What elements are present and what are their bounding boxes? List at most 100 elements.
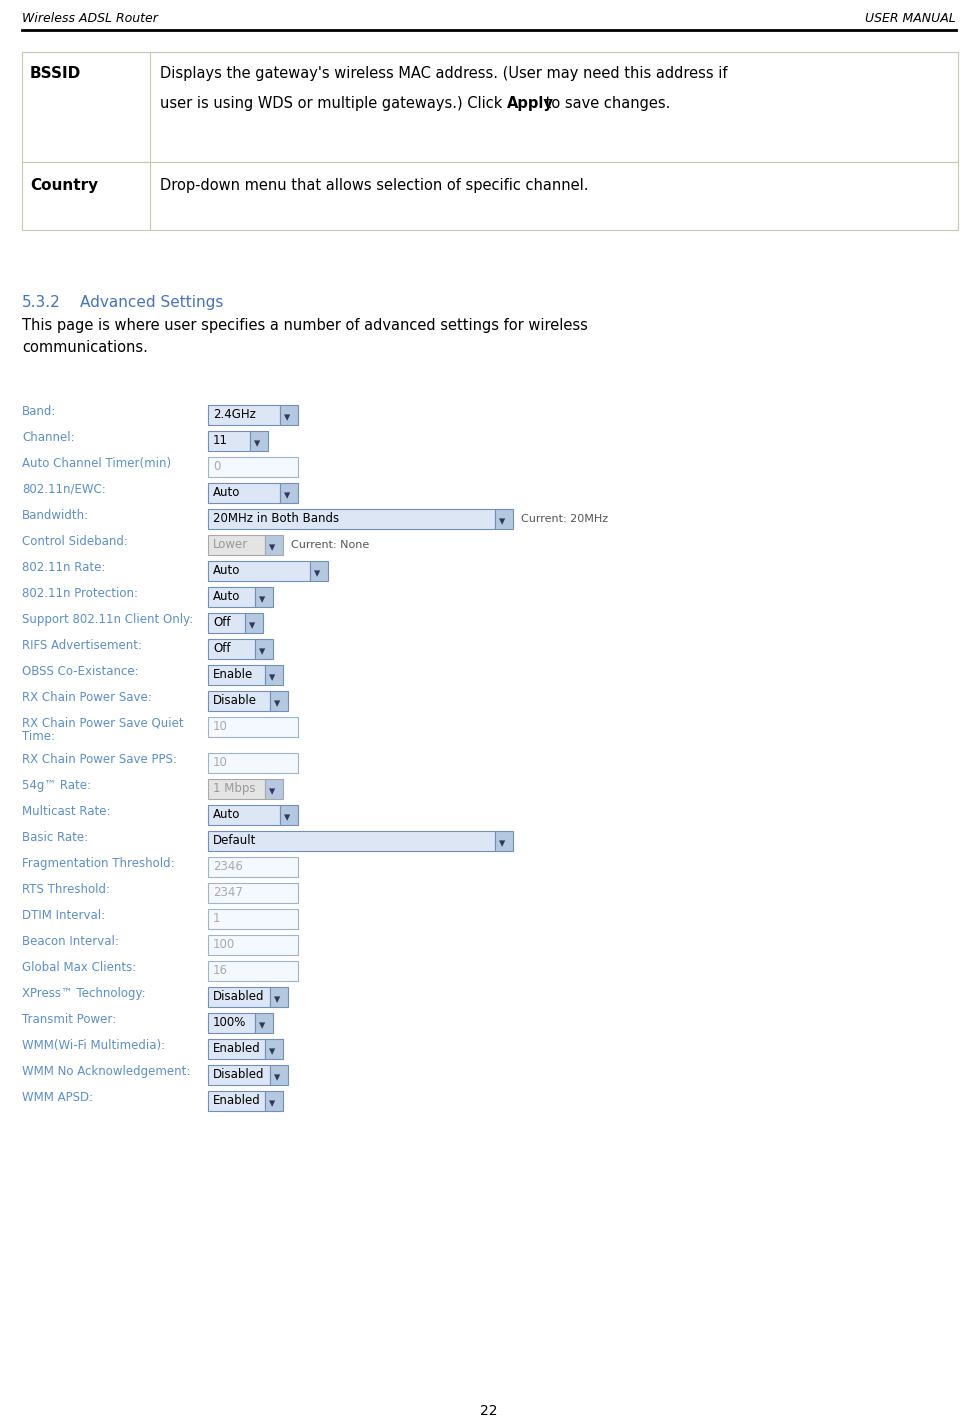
Bar	[494, 508, 513, 528]
Text: Channel:: Channel:	[21, 431, 74, 444]
Bar	[208, 961, 298, 981]
Text: Apply: Apply	[506, 95, 553, 111]
Bar	[208, 587, 255, 607]
Text: 100%: 100%	[213, 1015, 246, 1030]
Text: ▾: ▾	[274, 1071, 279, 1084]
Bar	[250, 431, 268, 451]
Text: Disabled: Disabled	[213, 990, 264, 1002]
Text: Auto: Auto	[213, 564, 240, 577]
Bar	[208, 404, 279, 424]
Text: ▾: ▾	[274, 696, 279, 711]
Text: ▾: ▾	[269, 671, 275, 684]
Text: Enable: Enable	[213, 668, 253, 681]
Bar	[21, 53, 957, 162]
Text: 0: 0	[213, 460, 220, 473]
Bar	[255, 587, 273, 607]
Bar	[208, 909, 298, 928]
Bar	[208, 883, 298, 903]
Text: 5.3.2: 5.3.2	[21, 295, 61, 310]
Bar	[208, 805, 279, 824]
Text: Beacon Interval:: Beacon Interval:	[21, 936, 119, 948]
Bar	[208, 1065, 270, 1085]
Text: RTS Threshold:: RTS Threshold:	[21, 883, 109, 896]
Bar	[208, 987, 270, 1007]
Text: Enabled: Enabled	[213, 1042, 261, 1055]
Text: Wireless ADSL Router: Wireless ADSL Router	[21, 11, 157, 26]
Text: Transmit Power:: Transmit Power:	[21, 1012, 116, 1027]
Text: RX Chain Power Save Quiet: RX Chain Power Save Quiet	[21, 718, 184, 731]
Bar	[255, 1012, 273, 1032]
Bar	[208, 535, 265, 555]
Text: WMM APSD:: WMM APSD:	[21, 1091, 93, 1104]
Text: Drop-down menu that allows selection of specific channel.: Drop-down menu that allows selection of …	[160, 178, 588, 194]
Text: user is using WDS or multiple gateways.) Click: user is using WDS or multiple gateways.)…	[160, 95, 506, 111]
Text: 2346: 2346	[213, 860, 242, 873]
Text: ▾: ▾	[314, 567, 319, 580]
Text: ▾: ▾	[274, 993, 279, 1005]
Bar	[208, 753, 298, 773]
Bar	[208, 832, 494, 852]
Text: 2.4GHz: 2.4GHz	[213, 409, 256, 422]
Text: WMM(Wi-Fi Multimedia):: WMM(Wi-Fi Multimedia):	[21, 1040, 165, 1052]
Text: ▾: ▾	[269, 1096, 275, 1109]
Text: ▾: ▾	[283, 412, 290, 424]
Text: Default: Default	[213, 834, 256, 847]
Text: ▾: ▾	[498, 837, 504, 850]
Text: ▾: ▾	[248, 619, 255, 632]
Text: Basic Rate:: Basic Rate:	[21, 832, 88, 844]
Text: XPress™ Technology:: XPress™ Technology:	[21, 987, 146, 1000]
Text: Current: 20MHz: Current: 20MHz	[521, 514, 608, 524]
Text: Auto: Auto	[213, 590, 240, 602]
Text: 22: 22	[480, 1404, 497, 1418]
Text: ▾: ▾	[269, 1045, 275, 1058]
Bar	[270, 1065, 287, 1085]
Text: Off: Off	[213, 617, 231, 629]
Text: 100: 100	[213, 938, 235, 951]
Bar	[208, 508, 494, 528]
Text: 1: 1	[213, 911, 220, 926]
Text: This page is where user specifies a number of advanced settings for wireless: This page is where user specifies a numb…	[21, 318, 587, 333]
Text: USER MANUAL: USER MANUAL	[865, 11, 956, 26]
Bar	[208, 483, 279, 503]
Bar	[208, 612, 245, 634]
Text: Country: Country	[30, 178, 98, 194]
Bar	[21, 162, 957, 231]
Bar	[265, 1091, 282, 1111]
Text: Auto Channel Timer(min): Auto Channel Timer(min)	[21, 457, 171, 470]
Bar	[245, 612, 263, 634]
Text: ▾: ▾	[259, 592, 265, 607]
Text: 2347: 2347	[213, 886, 242, 899]
Text: ▾: ▾	[283, 488, 290, 503]
Text: RX Chain Power Save PPS:: RX Chain Power Save PPS:	[21, 753, 177, 766]
Text: Disable: Disable	[213, 693, 257, 706]
Text: DTIM Interval:: DTIM Interval:	[21, 909, 105, 921]
Text: ▾: ▾	[283, 812, 290, 824]
Bar	[208, 457, 298, 477]
Text: Fragmentation Threshold:: Fragmentation Threshold:	[21, 857, 175, 870]
Text: Time:: Time:	[21, 731, 55, 743]
Text: Auto: Auto	[213, 807, 240, 822]
Text: Displays the gateway's wireless MAC address. (User may need this address if: Displays the gateway's wireless MAC addr…	[160, 66, 727, 81]
Text: Off: Off	[213, 642, 231, 655]
Text: ▾: ▾	[269, 541, 275, 554]
Text: 11: 11	[213, 434, 228, 447]
Bar	[208, 665, 265, 685]
Bar	[208, 691, 270, 711]
Text: Current: None: Current: None	[291, 540, 369, 550]
Text: to save changes.: to save changes.	[540, 95, 669, 111]
Text: ▾: ▾	[498, 515, 504, 528]
Bar	[265, 535, 282, 555]
Bar	[208, 1040, 265, 1059]
Text: Band:: Band:	[21, 404, 57, 419]
Text: Global Max Clients:: Global Max Clients:	[21, 961, 136, 974]
Text: WMM No Acknowledgement:: WMM No Acknowledgement:	[21, 1065, 191, 1078]
Text: BSSID: BSSID	[30, 66, 81, 81]
Text: 10: 10	[213, 721, 228, 733]
Text: Auto: Auto	[213, 486, 240, 498]
Bar	[310, 561, 327, 581]
Text: RX Chain Power Save:: RX Chain Power Save:	[21, 691, 151, 703]
Bar	[208, 1012, 255, 1032]
Text: ▾: ▾	[254, 437, 260, 450]
Text: 802.11n/EWC:: 802.11n/EWC:	[21, 483, 106, 496]
Bar	[279, 483, 298, 503]
